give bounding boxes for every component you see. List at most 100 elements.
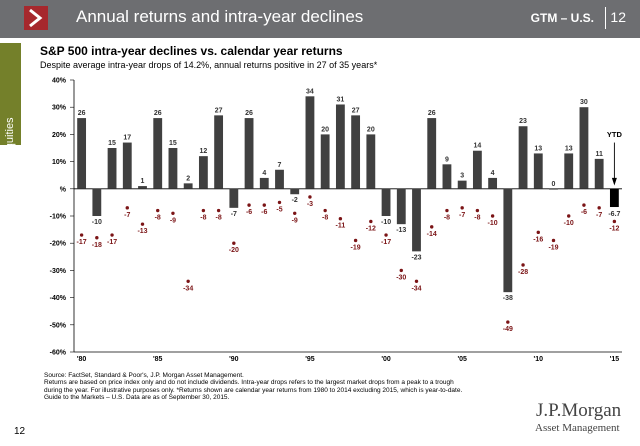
note-line: Returns are based on price index only an… bbox=[44, 379, 454, 387]
return-label: 15 bbox=[108, 140, 116, 147]
decline-dot bbox=[353, 238, 358, 243]
decline-dot bbox=[277, 200, 282, 205]
return-bar bbox=[198, 156, 208, 189]
decline-dot bbox=[414, 279, 419, 283]
return-bar bbox=[396, 188, 406, 225]
y-tick-label: -30% bbox=[50, 268, 67, 275]
brand-logo-box bbox=[24, 6, 48, 30]
return-bar bbox=[427, 118, 437, 189]
return-label: 23 bbox=[519, 118, 527, 125]
return-label: 2 bbox=[186, 175, 190, 182]
decline-dot bbox=[216, 208, 221, 213]
decline-label: -34 bbox=[183, 285, 193, 292]
return-bar bbox=[107, 148, 117, 189]
decline-dot bbox=[369, 219, 373, 224]
return-label: 27 bbox=[215, 107, 223, 114]
return-label: 20 bbox=[367, 126, 375, 133]
return-bar bbox=[92, 188, 102, 216]
y-tick-label: -10% bbox=[50, 214, 67, 221]
return-bar bbox=[259, 177, 269, 189]
x-tick-label: '00 bbox=[381, 356, 391, 363]
decline-dot bbox=[232, 241, 236, 245]
decline-label: -6 bbox=[581, 209, 587, 216]
decline-dot bbox=[110, 233, 114, 237]
decline-label: -8 bbox=[322, 215, 328, 222]
return-bar bbox=[366, 134, 376, 189]
decline-label: -18 bbox=[92, 242, 102, 249]
source-notes: Source: FactSet, Standard & Poor's, J.P.… bbox=[44, 372, 544, 402]
decline-dot bbox=[156, 208, 160, 213]
return-label: 26 bbox=[428, 110, 436, 117]
note-line: Source: FactSet, Standard & Poor's, J.P.… bbox=[44, 372, 244, 379]
return-label: 1 bbox=[141, 178, 145, 185]
return-label: 7 bbox=[278, 162, 282, 169]
return-bar bbox=[305, 96, 315, 189]
return-label: 4 bbox=[491, 170, 495, 177]
decline-label: -30 bbox=[396, 274, 406, 281]
page-title: Annual returns and intra-year declines bbox=[76, 7, 364, 26]
return-bar bbox=[351, 115, 361, 189]
return-label: -23 bbox=[411, 254, 421, 261]
decline-dot bbox=[171, 211, 175, 215]
brand-subtitle: Asset Management bbox=[535, 422, 620, 434]
return-bar bbox=[533, 153, 543, 189]
y-tick-label: % bbox=[60, 186, 67, 193]
decline-label: -28 bbox=[518, 269, 528, 276]
return-label: 31 bbox=[336, 96, 344, 103]
return-label: 34 bbox=[306, 88, 314, 95]
return-label: 20 bbox=[321, 126, 329, 133]
decline-dot bbox=[338, 217, 343, 221]
return-label: -13 bbox=[396, 227, 406, 234]
decline-dot bbox=[490, 214, 495, 218]
decline-label: -6 bbox=[261, 209, 267, 216]
return-label: 12 bbox=[199, 148, 207, 155]
y-tick-label: -50% bbox=[50, 322, 67, 329]
decline-label: -49 bbox=[503, 326, 513, 333]
decline-label: -10 bbox=[564, 220, 574, 227]
return-label: 15 bbox=[169, 140, 177, 147]
return-bar bbox=[183, 183, 193, 189]
return-bar bbox=[518, 126, 528, 189]
y-tick-label: 30% bbox=[52, 105, 67, 112]
footer-page-number: 12 bbox=[14, 426, 26, 437]
decline-dot bbox=[506, 320, 510, 324]
chart-subtitle: Despite average intra-year drops of 14.2… bbox=[40, 60, 378, 70]
decline-dot bbox=[445, 208, 449, 213]
decline-label: -5 bbox=[276, 206, 282, 213]
decline-dot bbox=[323, 208, 327, 213]
y-tick-label: -20% bbox=[50, 241, 67, 248]
decline-dot bbox=[567, 214, 571, 218]
return-bar bbox=[609, 188, 619, 208]
header-bar: Annual returns and intra-year declines G… bbox=[0, 0, 640, 38]
decline-label: -17 bbox=[381, 239, 391, 246]
decline-label: -7 bbox=[459, 212, 465, 219]
return-bar bbox=[290, 188, 300, 195]
section-tab[interactable]: Equities bbox=[0, 43, 21, 157]
x-tick-label: '15 bbox=[610, 356, 620, 363]
decline-label: -14 bbox=[427, 231, 437, 238]
decline-dot bbox=[475, 208, 480, 213]
decline-label: -20 bbox=[229, 247, 239, 254]
decline-label: -8 bbox=[155, 215, 161, 222]
decline-label: -17 bbox=[77, 239, 87, 246]
return-bar bbox=[122, 142, 132, 189]
decline-dot bbox=[293, 211, 297, 215]
return-label: -10 bbox=[92, 219, 102, 226]
return-bar bbox=[488, 177, 498, 189]
decline-dot bbox=[384, 233, 388, 237]
header-divider bbox=[605, 7, 606, 29]
decline-dot bbox=[79, 233, 84, 237]
return-label: 27 bbox=[352, 107, 360, 114]
return-bar bbox=[244, 118, 254, 189]
decline-label: -6 bbox=[246, 209, 252, 216]
decline-label: -16 bbox=[533, 236, 543, 243]
decline-label: -8 bbox=[215, 215, 221, 222]
return-label: 13 bbox=[534, 145, 542, 152]
return-bar bbox=[564, 153, 574, 189]
decline-dot bbox=[536, 230, 540, 235]
return-bar bbox=[77, 118, 87, 189]
return-label: 0 bbox=[552, 181, 556, 188]
return-bar bbox=[320, 134, 330, 189]
decline-dot bbox=[140, 222, 145, 226]
decline-dot bbox=[262, 203, 266, 207]
